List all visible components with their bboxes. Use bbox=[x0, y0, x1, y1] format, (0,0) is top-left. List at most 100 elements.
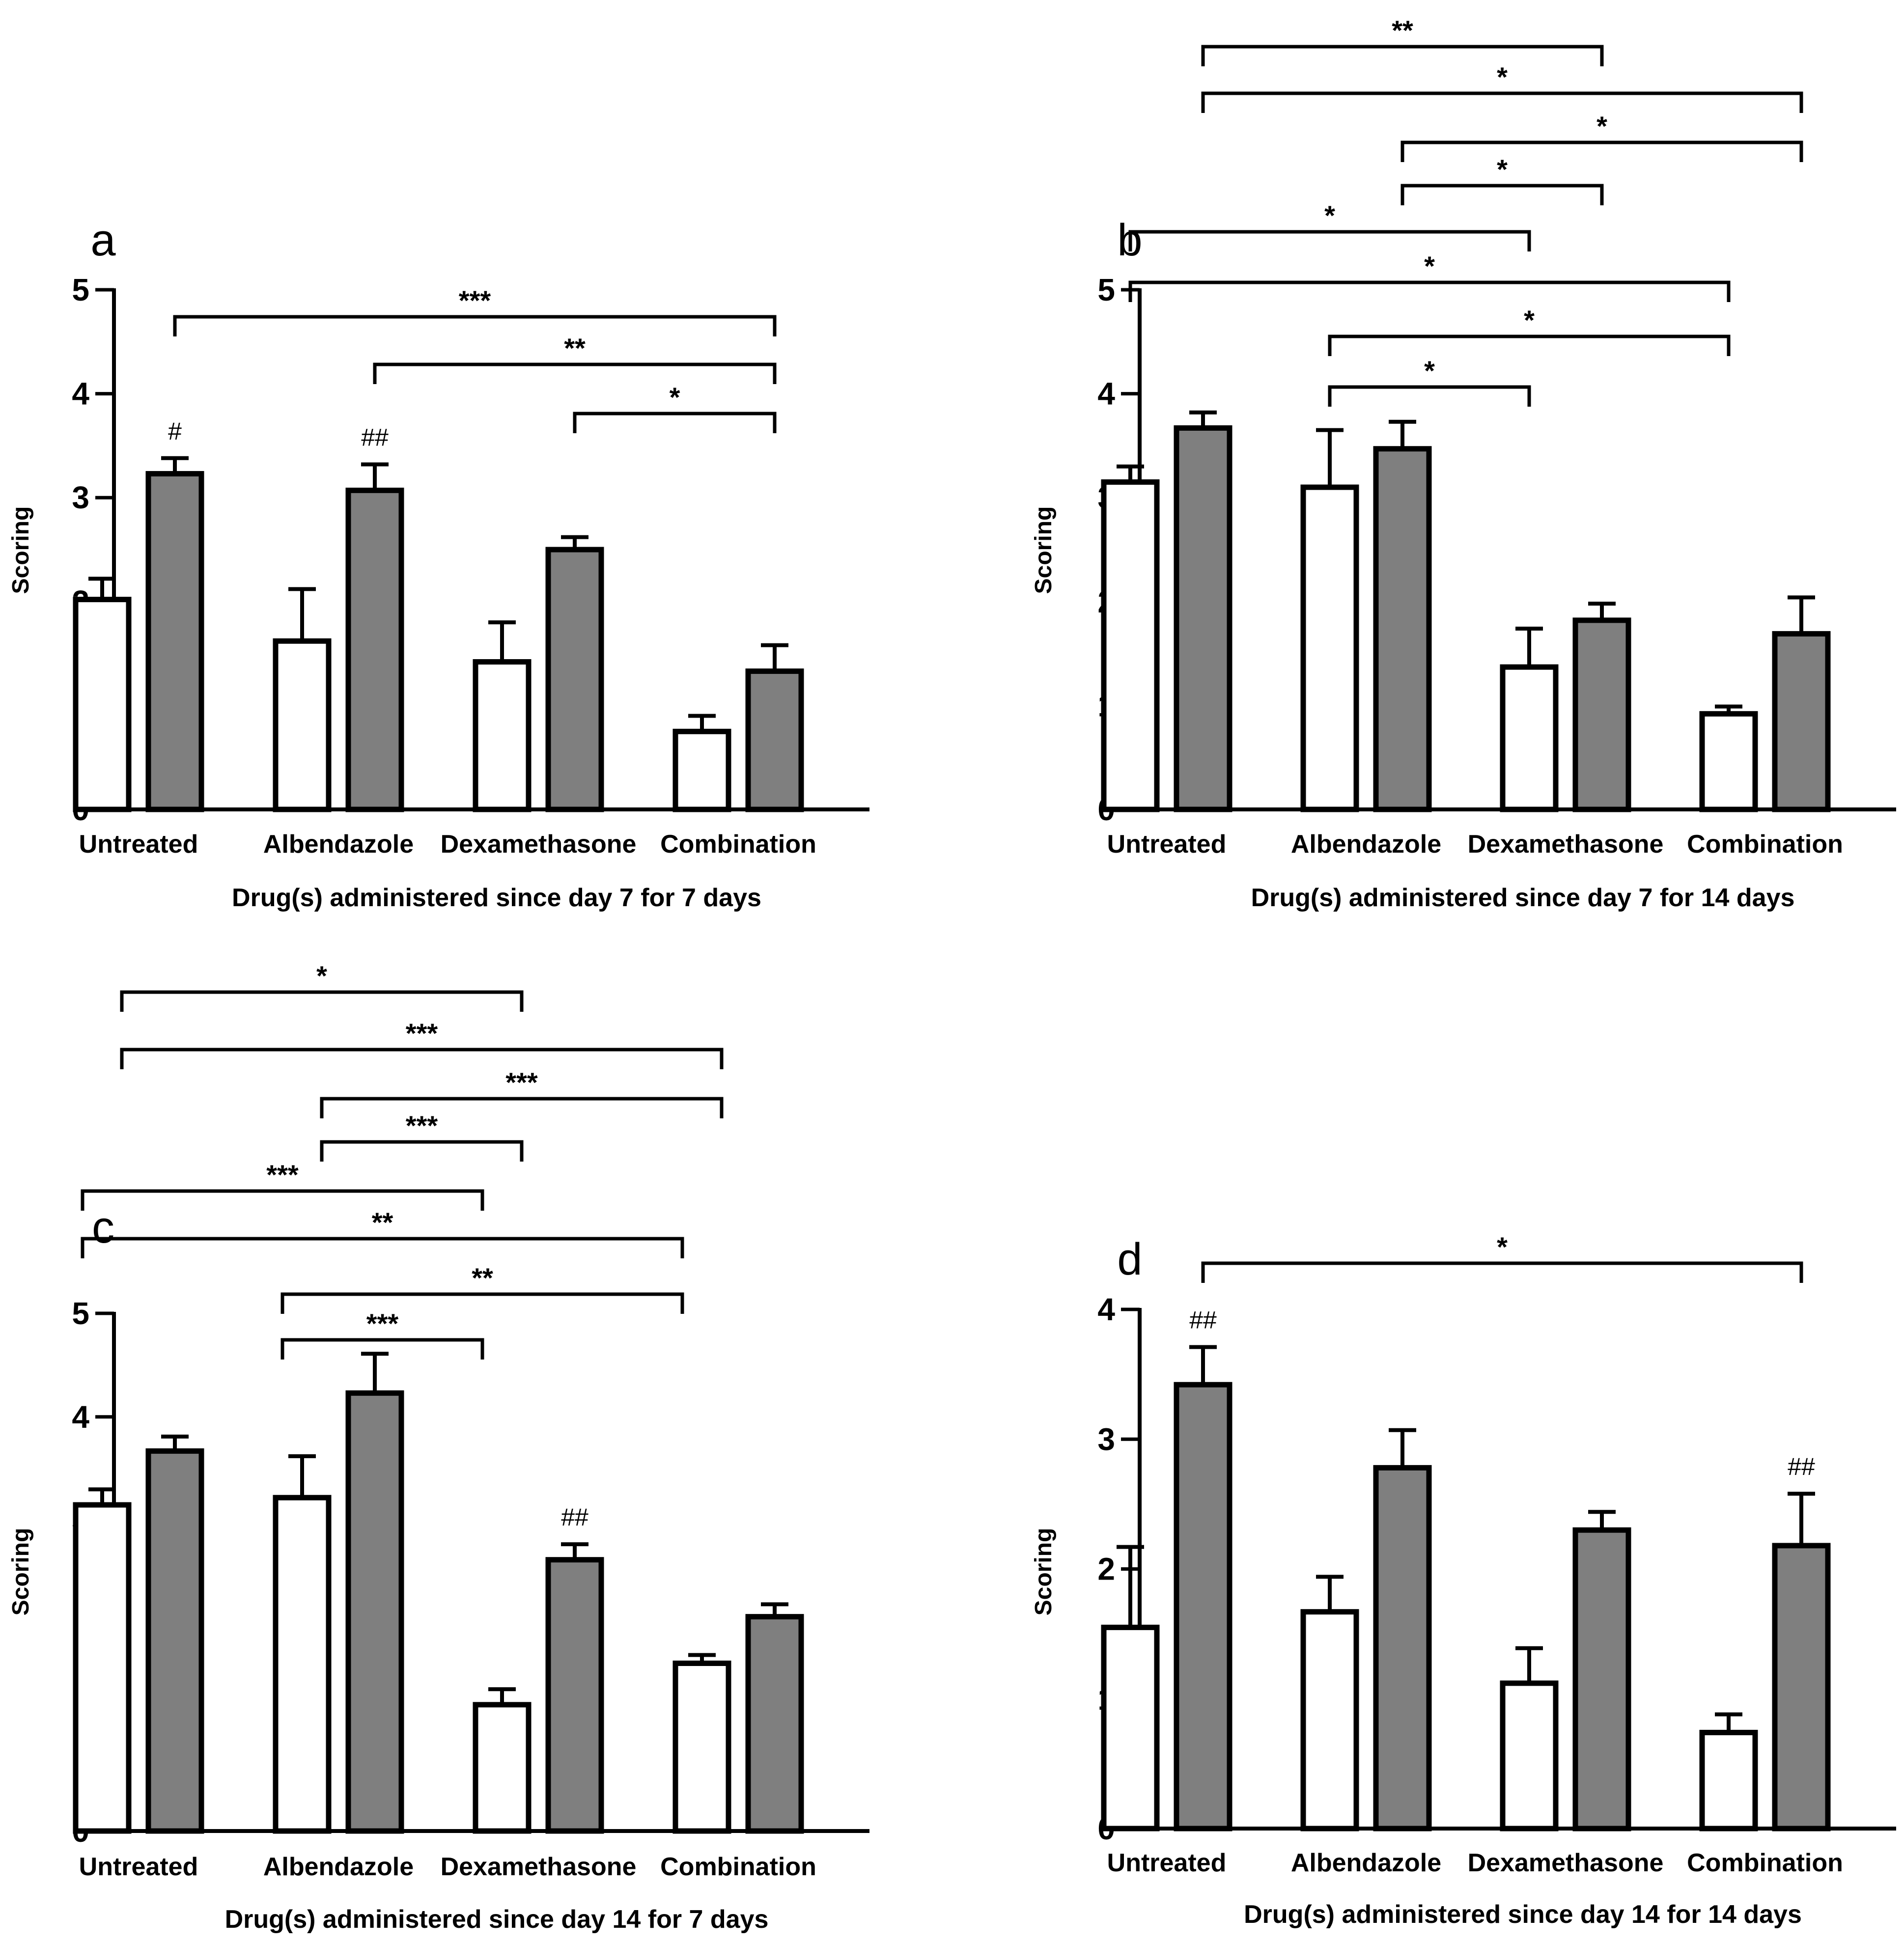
significance-stars: * bbox=[1497, 154, 1508, 185]
y-tick-label: 3 bbox=[72, 480, 89, 515]
bar-white bbox=[672, 728, 731, 812]
panel-letter: a bbox=[90, 215, 116, 265]
category-label: Combination bbox=[660, 1853, 816, 1881]
significance-bracket bbox=[373, 362, 777, 384]
bar-gray bbox=[1174, 1382, 1232, 1832]
bar-white bbox=[73, 597, 132, 812]
bar-gray bbox=[1373, 1465, 1432, 1832]
significance-bracket bbox=[120, 990, 524, 1012]
bar-gray bbox=[1772, 1543, 1831, 1832]
panel-a: a012345ScoringUntreatedAlbendazoleDexame… bbox=[8, 215, 869, 912]
bar-white bbox=[473, 1702, 532, 1834]
significance-stars: ** bbox=[372, 1207, 393, 1238]
significance-stars: * bbox=[1497, 1231, 1508, 1262]
category-label: Albendazole bbox=[263, 830, 414, 859]
x-axis-title: Drug(s) administered since day 7 for 14 … bbox=[1251, 884, 1795, 912]
significance-bracket bbox=[1328, 334, 1731, 356]
x-axis-title: Drug(s) administered since day 7 for 7 d… bbox=[232, 884, 761, 912]
y-tick-label: 4 bbox=[1097, 1292, 1115, 1327]
category-label: Untreated bbox=[79, 1853, 198, 1881]
y-axis-title: Scoring bbox=[1031, 506, 1057, 594]
category-label: Albendazole bbox=[1291, 830, 1441, 859]
significance-bracket bbox=[320, 1140, 524, 1162]
significance-bracket bbox=[81, 1237, 684, 1258]
bar-gray bbox=[145, 1448, 204, 1834]
x-axis-title: Drug(s) administered since day 14 for 7 … bbox=[225, 1905, 769, 1934]
bar-white bbox=[1101, 1624, 1160, 1832]
category-label: Dexamethasone bbox=[1468, 1849, 1664, 1877]
bar-white bbox=[1500, 664, 1559, 812]
significance-bracket bbox=[1328, 385, 1531, 407]
y-tick-label: 4 bbox=[72, 376, 89, 412]
significance-bracket bbox=[1128, 230, 1531, 251]
bar-white bbox=[73, 1502, 132, 1834]
significance-stars: * bbox=[1524, 305, 1535, 335]
y-axis-title: Scoring bbox=[8, 1528, 34, 1616]
significance-stars: *** bbox=[266, 1159, 299, 1190]
panel-letter: c bbox=[92, 1202, 114, 1252]
significance-bracket bbox=[1201, 45, 1604, 66]
category-label: Albendazole bbox=[263, 1853, 414, 1881]
significance-hash: ## bbox=[1189, 1306, 1217, 1334]
bar-white bbox=[1300, 1609, 1359, 1832]
bar-white bbox=[273, 638, 332, 812]
significance-stars: * bbox=[1497, 61, 1508, 92]
bar-white bbox=[1101, 479, 1160, 812]
y-tick-label: 2 bbox=[1097, 1552, 1115, 1587]
significance-stars: *** bbox=[366, 1308, 399, 1339]
y-tick-label: 5 bbox=[72, 272, 89, 307]
significance-bracket bbox=[573, 412, 777, 433]
significance-bracket bbox=[320, 1097, 724, 1118]
significance-stars: ** bbox=[1392, 15, 1413, 46]
significance-stars: ** bbox=[472, 1262, 493, 1293]
category-label: Untreated bbox=[79, 830, 198, 859]
significance-bracket bbox=[81, 1189, 484, 1211]
significance-stars: ** bbox=[564, 333, 586, 363]
panel-b: b012345ScoringUntreatedAlbendazoleDexame… bbox=[1031, 15, 1896, 912]
bar-gray bbox=[545, 1557, 604, 1834]
bar-gray bbox=[1572, 1527, 1631, 1832]
bar-gray bbox=[1772, 631, 1831, 812]
significance-hash: ## bbox=[361, 423, 389, 451]
y-axis-title: Scoring bbox=[1031, 1528, 1057, 1616]
significance-stars: * bbox=[670, 382, 680, 413]
category-label: Combination bbox=[1687, 830, 1843, 859]
significance-bracket bbox=[1400, 184, 1604, 205]
significance-stars: * bbox=[1424, 250, 1435, 281]
category-label: Dexamethasone bbox=[1468, 830, 1664, 859]
significance-bracket bbox=[120, 1048, 724, 1069]
category-label: Combination bbox=[1687, 1849, 1843, 1877]
significance-bracket bbox=[1128, 280, 1731, 302]
bar-white bbox=[473, 659, 532, 812]
y-tick-label: 4 bbox=[1097, 376, 1115, 412]
bar-gray bbox=[1572, 617, 1631, 812]
bar-white bbox=[273, 1495, 332, 1834]
bar-white bbox=[1699, 1729, 1758, 1832]
bar-gray bbox=[345, 487, 404, 812]
bar-gray bbox=[745, 668, 804, 812]
category-label: Dexamethasone bbox=[441, 830, 637, 859]
category-label: Dexamethasone bbox=[441, 1853, 637, 1881]
significance-stars: *** bbox=[406, 1018, 438, 1049]
significance-bracket bbox=[280, 1338, 484, 1360]
significance-bracket bbox=[1201, 1261, 1803, 1283]
bar-white bbox=[1500, 1680, 1559, 1832]
significance-bracket bbox=[280, 1292, 684, 1314]
panel-d: d01234ScoringUntreatedAlbendazoleDexamet… bbox=[1031, 1231, 1896, 1929]
bar-white bbox=[1699, 711, 1758, 812]
significance-hash: # bbox=[168, 417, 182, 445]
significance-stars: *** bbox=[505, 1067, 538, 1098]
bar-gray bbox=[1373, 446, 1432, 812]
bar-gray bbox=[345, 1390, 404, 1834]
significance-stars: *** bbox=[406, 1110, 438, 1141]
y-tick-label: 5 bbox=[1097, 272, 1115, 307]
category-label: Untreated bbox=[1107, 830, 1227, 859]
significance-stars: * bbox=[316, 960, 327, 991]
category-label: Albendazole bbox=[1291, 1849, 1441, 1877]
significance-hash: ## bbox=[1788, 1453, 1815, 1480]
y-axis-title: Scoring bbox=[8, 506, 34, 594]
significance-stars: * bbox=[1324, 200, 1335, 231]
significance-hash: ## bbox=[561, 1503, 588, 1531]
y-tick-label: 4 bbox=[72, 1399, 89, 1435]
